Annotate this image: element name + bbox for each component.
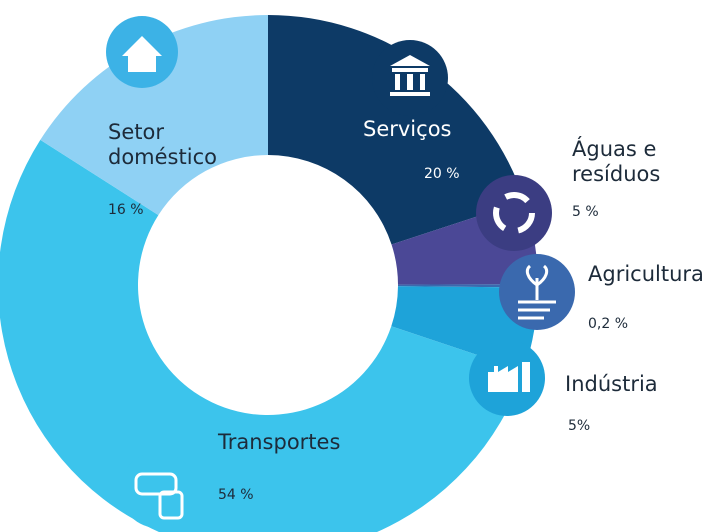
value-label: 16 %: [108, 202, 144, 218]
donut-slice: [0, 139, 525, 532]
icon-recycle: [476, 175, 552, 251]
value-label: 54 %: [218, 487, 254, 503]
icon-bus: [120, 452, 196, 528]
value-label: 5 %: [572, 204, 599, 220]
label: Agricultura: [588, 262, 704, 286]
icon-bank: [372, 40, 448, 116]
value-label: 0,2 %: [588, 316, 629, 332]
label: Serviços: [363, 117, 452, 141]
label: Águas e resíduos: [572, 137, 661, 186]
icon-house: [106, 16, 178, 88]
donut-slice: [268, 15, 525, 245]
label: Transportes: [218, 430, 341, 454]
label: Setor doméstico: [108, 120, 217, 169]
label: Indústria: [565, 372, 658, 396]
value-label: 20 %: [424, 166, 460, 182]
icon-factory: [469, 340, 545, 416]
icon-plant: [499, 254, 575, 330]
donut-slice: [40, 15, 268, 216]
value-label: 5%: [568, 418, 591, 434]
